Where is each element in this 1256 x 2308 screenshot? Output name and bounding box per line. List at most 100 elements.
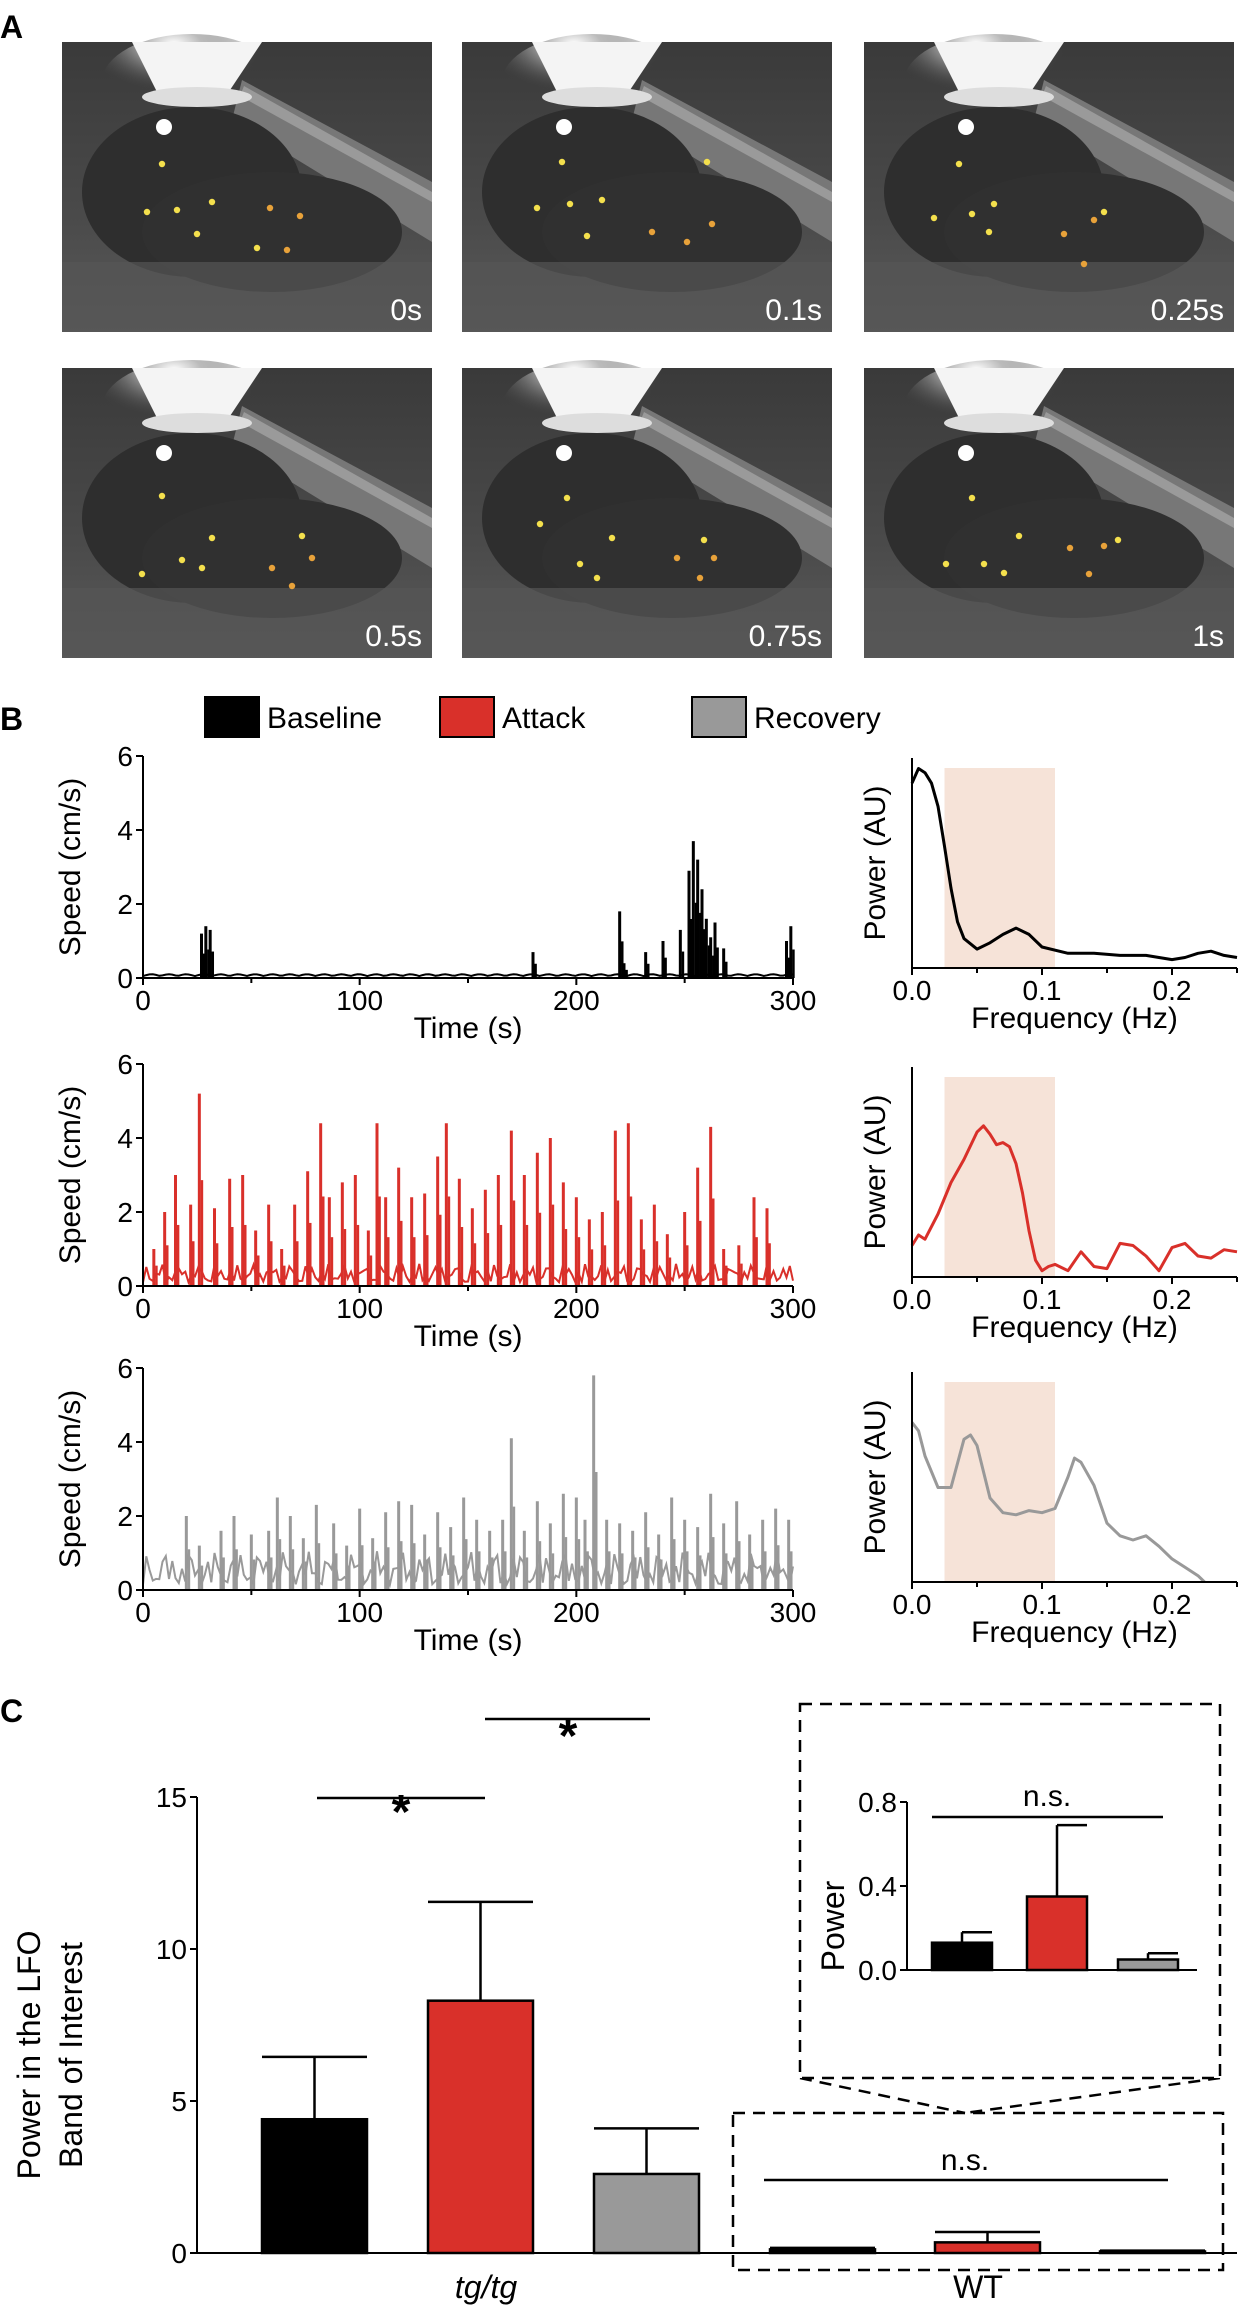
ns-label: n.s. bbox=[941, 2144, 989, 2177]
tracking-dot bbox=[703, 158, 711, 166]
tracking-dot bbox=[558, 158, 566, 166]
tracking-dot bbox=[980, 560, 988, 568]
x-tick-label: 200 bbox=[553, 1293, 600, 1324]
x-tick-label: 0 bbox=[135, 1597, 151, 1628]
y-tick-label: 4 bbox=[117, 815, 133, 846]
video-frames: 0s 0.1s 0.25s 0.5s 0.75s 1s bbox=[62, 34, 1234, 658]
y-axis-label: Power in the LFO bbox=[11, 1931, 47, 2180]
significance-star: * bbox=[559, 1710, 578, 1763]
x-tick-label: 0.1 bbox=[1023, 1589, 1062, 1620]
y-axis-label: Band of Interest bbox=[53, 1942, 89, 2168]
tracking-dot bbox=[1100, 542, 1108, 550]
y-tick-label: 0 bbox=[117, 1271, 133, 1302]
headplate bbox=[944, 87, 1054, 107]
tracking-dot bbox=[930, 214, 938, 222]
y-tick-label: 2 bbox=[117, 1501, 133, 1532]
mouse-eye bbox=[958, 445, 974, 461]
ns-label: n.s. bbox=[1023, 1780, 1071, 1813]
x-axis-label: Time (s) bbox=[414, 1012, 523, 1045]
headplate bbox=[142, 413, 252, 433]
video-frame: 0s bbox=[62, 34, 432, 332]
tracking-dot bbox=[143, 208, 151, 216]
x-axis-label: Time (s) bbox=[414, 1624, 523, 1657]
x-tick-label: 300 bbox=[770, 985, 817, 1016]
tracking-dot bbox=[1015, 532, 1023, 540]
frame-time-label: 0.1s bbox=[765, 294, 822, 327]
x-tick-label: 200 bbox=[553, 1597, 600, 1628]
tracking-dot bbox=[268, 564, 276, 572]
lfo-power-bar-chart: 0 5 10 15 Power in the LFO Band of Interest tg… bbox=[11, 1710, 1237, 2305]
wt-zoom-box bbox=[731, 2111, 1225, 2272]
video-frame: 0.1s bbox=[462, 34, 832, 332]
tracking-dot bbox=[708, 220, 716, 228]
tracking-dot bbox=[178, 556, 186, 564]
y-tick-label: 6 bbox=[117, 741, 133, 772]
inset-box bbox=[798, 1702, 1222, 2080]
x-tick-label: 0.2 bbox=[1153, 975, 1192, 1006]
speed-chart: 0 100 200 300 0 2 4 6 Time (s) Speed (cm/s) bbox=[54, 741, 816, 1045]
x-tick-label: 0.0 bbox=[893, 1284, 932, 1315]
tracking-dot bbox=[648, 228, 656, 236]
x-tick-label: 0.2 bbox=[1153, 1284, 1192, 1315]
frame-time-label: 0s bbox=[390, 294, 422, 327]
floor bbox=[62, 588, 432, 658]
significance-star: * bbox=[392, 1786, 411, 1839]
legend-swatch-attack bbox=[439, 696, 495, 738]
x-tick-label: 0 bbox=[135, 985, 151, 1016]
y-axis-label: Speed (cm/s) bbox=[54, 778, 87, 956]
video-frame: 0.25s bbox=[864, 34, 1234, 332]
x-tick-label: 200 bbox=[553, 985, 600, 1016]
x-axis-label: Frequency (Hz) bbox=[971, 1616, 1178, 1649]
tracking-dot bbox=[138, 570, 146, 578]
x-tick-label: 100 bbox=[336, 985, 383, 1016]
x-axis-label: Frequency (Hz) bbox=[971, 1002, 1178, 1035]
tracking-dot bbox=[955, 160, 963, 168]
x-tick-label: 0.0 bbox=[893, 1589, 932, 1620]
x-tick-label: 0.2 bbox=[1153, 1589, 1192, 1620]
tracking-dot bbox=[253, 244, 261, 252]
tracking-dot bbox=[208, 198, 216, 206]
tracking-dot bbox=[593, 574, 601, 582]
y-tick-label: 4 bbox=[117, 1427, 133, 1458]
mouse-eye bbox=[156, 445, 172, 461]
bar-recovery bbox=[592, 2172, 701, 2255]
tracking-dot bbox=[673, 554, 681, 562]
y-axis-label: Power (AU) bbox=[859, 1399, 892, 1554]
legend-swatch-baseline bbox=[204, 696, 260, 738]
inset-bar-attack bbox=[1025, 1895, 1089, 1972]
x-tick-label: 0 bbox=[135, 1293, 151, 1324]
tracking-dot bbox=[1000, 569, 1008, 577]
y-tick-label: 15 bbox=[156, 1782, 187, 1813]
x-tick-label: 0.1 bbox=[1023, 975, 1062, 1006]
tracking-dot bbox=[985, 228, 993, 236]
headplate bbox=[542, 413, 652, 433]
y-tick-label: 2 bbox=[117, 889, 133, 920]
x-tick-label: 100 bbox=[336, 1293, 383, 1324]
x-tick-label: 0.0 bbox=[893, 975, 932, 1006]
metal-bar-edge bbox=[240, 412, 432, 528]
inset-y-axis-label: Power bbox=[815, 1880, 851, 1971]
metal-bar-edge bbox=[240, 86, 432, 202]
video-frame: 0.75s bbox=[462, 360, 832, 658]
x-tick-label: 100 bbox=[336, 1597, 383, 1628]
tracking-dot bbox=[536, 520, 544, 528]
x-axis-label: Time (s) bbox=[414, 1320, 523, 1353]
y-tick-label: 0 bbox=[117, 963, 133, 994]
tracking-dot bbox=[193, 230, 201, 238]
x-tick-label: 300 bbox=[770, 1597, 817, 1628]
tracking-dot bbox=[1085, 570, 1093, 578]
floor bbox=[462, 588, 832, 658]
tracking-dot bbox=[710, 554, 718, 562]
lfo-band-shading bbox=[944, 1077, 1055, 1277]
tracking-dot bbox=[298, 532, 306, 540]
y-tick-label: 6 bbox=[117, 1049, 133, 1080]
speed-chart: 0 100 200 300 0 2 4 6 Time (s) Speed (cm/s) bbox=[54, 1353, 816, 1657]
tracking-dot bbox=[1080, 260, 1088, 268]
headplate bbox=[944, 413, 1054, 433]
frame-time-label: 0.75s bbox=[749, 620, 822, 653]
y-tick-label: 2 bbox=[117, 1197, 133, 1228]
video-frame: 1s bbox=[864, 360, 1234, 658]
